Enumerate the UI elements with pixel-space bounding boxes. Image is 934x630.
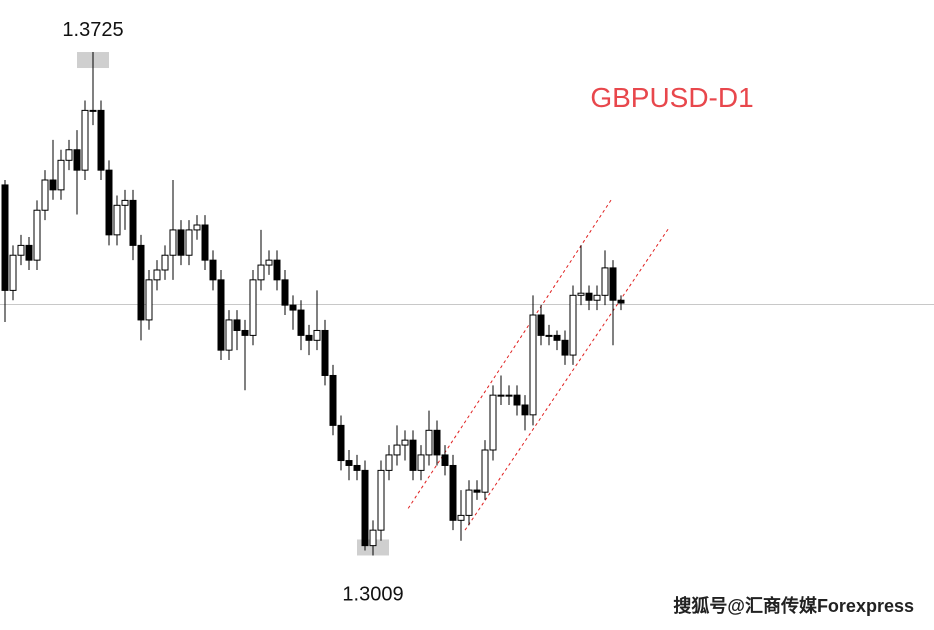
candle-body — [601, 267, 609, 296]
candle-body — [265, 259, 273, 266]
candle-body — [561, 339, 569, 356]
candle-body — [41, 179, 49, 211]
candle-body — [289, 304, 297, 311]
candle-body — [505, 394, 513, 397]
candle-body — [33, 209, 41, 261]
candle-body — [161, 254, 169, 271]
candle-body — [249, 279, 257, 336]
candle-body — [545, 334, 553, 337]
candle-body — [409, 439, 417, 471]
candle-body — [353, 464, 361, 471]
candle-body — [425, 429, 433, 456]
candle-body — [273, 259, 281, 281]
candle-body — [521, 404, 529, 416]
candle-body — [225, 319, 233, 351]
trend-line — [464, 227, 670, 531]
candle-body — [129, 199, 137, 246]
candle-body — [553, 334, 561, 341]
candle-body — [49, 179, 57, 191]
candle-body — [297, 309, 305, 336]
candle-body — [609, 267, 617, 301]
candle-body — [81, 109, 89, 171]
candle-body — [385, 454, 393, 471]
candle-body — [513, 394, 521, 406]
candle-body — [465, 489, 473, 516]
candle-body — [337, 424, 345, 462]
candle-body — [25, 244, 33, 261]
candle-body — [617, 299, 625, 304]
candle-body — [529, 314, 537, 416]
chart-title: GBPUSD-D1 — [590, 82, 753, 113]
candle-body — [329, 374, 337, 426]
candle-body — [577, 292, 585, 296]
candle-body — [185, 229, 193, 256]
candle-body — [193, 224, 201, 231]
candle-body — [17, 244, 25, 256]
candle-body — [89, 109, 97, 112]
candle-body — [401, 439, 409, 446]
candle-body — [433, 429, 441, 456]
candle-body — [305, 334, 313, 341]
candle-body — [153, 269, 161, 281]
candle-body — [209, 259, 217, 281]
candle-body — [369, 529, 377, 547]
candle-body — [441, 454, 449, 466]
candle-body — [137, 244, 145, 321]
candle-body — [481, 449, 489, 493]
candle-body — [9, 254, 17, 291]
low-label: 1.3009 — [342, 583, 403, 605]
candle-body — [217, 279, 225, 351]
candle-body — [97, 109, 105, 171]
candle-body — [321, 329, 329, 376]
candle-body — [201, 224, 209, 261]
candle-body — [489, 394, 497, 451]
candle-body — [121, 199, 129, 206]
watermark: 搜狐号@汇商传媒Forexpress — [673, 595, 914, 616]
candle-body — [105, 169, 113, 236]
high-label: 1.3725 — [62, 19, 123, 41]
candle-body — [457, 514, 465, 521]
candle-body — [361, 469, 369, 547]
candle-body — [241, 329, 249, 336]
candle-body — [449, 464, 457, 521]
candle-body — [393, 444, 401, 456]
trend-line — [407, 198, 613, 509]
candle-body — [113, 204, 121, 236]
candle-body — [417, 454, 425, 471]
candle-body — [233, 319, 241, 331]
candle-body — [377, 469, 385, 531]
candle-body — [313, 329, 321, 341]
candle-body — [257, 264, 265, 281]
candle-body — [497, 394, 505, 397]
candle-body — [345, 460, 353, 466]
candle-body — [169, 229, 177, 256]
candle-body — [569, 294, 577, 356]
candle-body — [1, 184, 9, 291]
candle-body — [281, 279, 289, 306]
candle-body — [473, 489, 481, 493]
candle-body — [57, 159, 65, 191]
candle-body — [585, 292, 593, 301]
candle-body — [65, 149, 73, 161]
candle-body — [593, 294, 601, 301]
candle-body — [177, 229, 185, 256]
candle-body — [145, 279, 153, 321]
candle-body — [537, 314, 545, 336]
candle-body — [73, 149, 81, 171]
